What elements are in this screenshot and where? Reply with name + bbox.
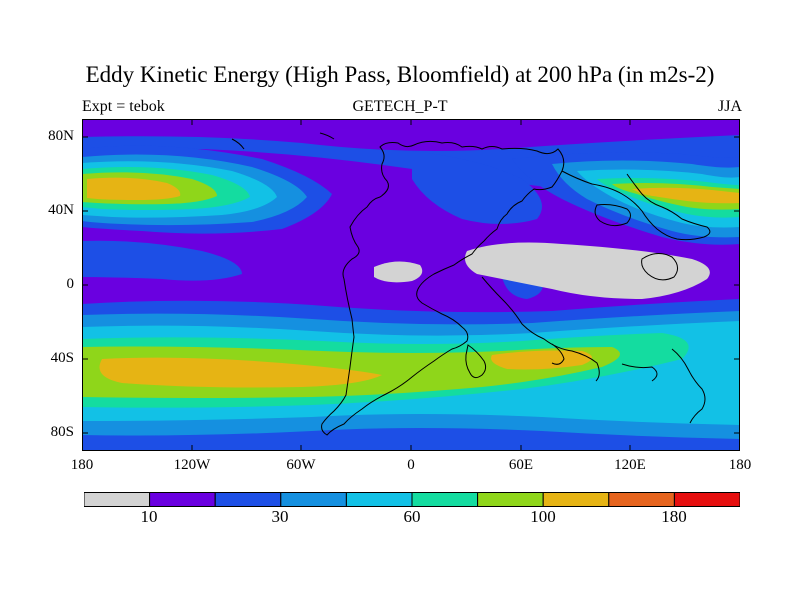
experiment-label: Expt = tebok	[82, 98, 165, 115]
colorbar-box	[477, 492, 544, 507]
lat-tick-label: 80N	[48, 128, 74, 144]
contour-band	[412, 151, 542, 224]
model-label: GETECH_P-T	[352, 98, 448, 115]
contour-band	[82, 240, 242, 281]
missing-region	[464, 242, 710, 299]
plot-title: Eddy Kinetic Energy (High Pass, Bloomfie…	[85, 62, 715, 87]
colorbar-box	[214, 492, 282, 507]
coastlines	[231, 132, 711, 436]
map-panel	[82, 119, 740, 451]
colorbar-box	[345, 492, 413, 507]
lon-tick-label: 120E	[614, 457, 646, 473]
colorbar-label: 180	[661, 507, 687, 526]
colorbar-box	[542, 492, 610, 507]
lat-tick-label: 0	[66, 276, 75, 292]
lon-tick-label: 60W	[286, 457, 316, 473]
colorbar-box	[280, 492, 347, 507]
lat-tick-label: 80S	[50, 424, 74, 440]
colorbar-box	[149, 492, 216, 507]
missing-region	[374, 261, 423, 283]
colorbar-box	[608, 492, 675, 507]
colorbar-label: 30	[271, 507, 289, 526]
colorbar-label: 10	[140, 507, 158, 526]
colorbar-box	[411, 492, 479, 507]
lon-tick-label: 0	[407, 457, 415, 473]
contour-band	[491, 350, 592, 370]
contour-band	[632, 187, 740, 204]
season-label: JJA	[717, 98, 742, 115]
colorbar-label: 100	[530, 507, 556, 526]
colorbar-box	[673, 492, 740, 507]
colorbar-box	[84, 492, 151, 507]
lat-tick-label: 40N	[48, 202, 74, 218]
lon-tick-label: 60E	[508, 457, 534, 473]
lon-tick-label: 180	[728, 457, 752, 473]
lat-tick-label: 40S	[50, 350, 74, 366]
lon-tick-label: 180	[70, 457, 94, 473]
colorbar-label: 60	[403, 507, 421, 526]
contour-band	[87, 177, 181, 200]
contour-band	[99, 357, 382, 388]
lon-tick-label: 120W	[173, 457, 211, 473]
colorbar	[84, 492, 740, 507]
map-ticks	[82, 119, 740, 451]
